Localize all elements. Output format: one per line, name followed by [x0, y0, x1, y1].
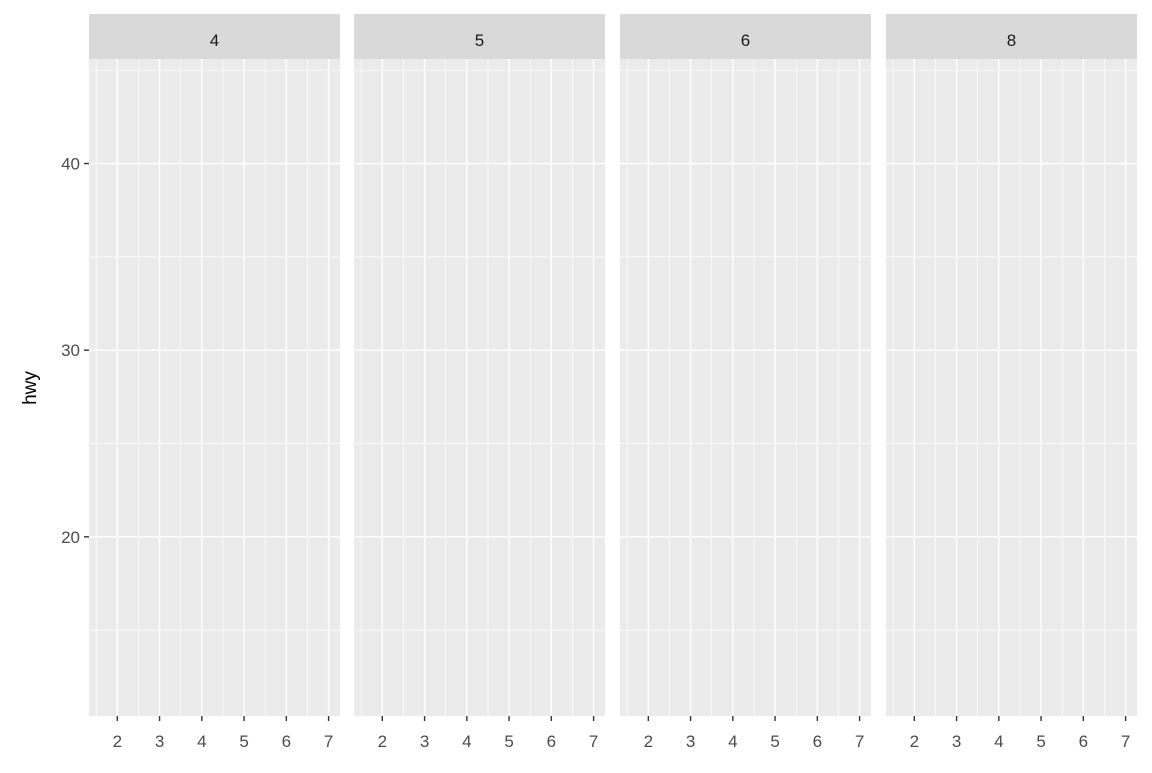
x-tick-label: 4 [728, 732, 737, 751]
x-tick-label: 7 [589, 732, 598, 751]
x-tick-label: 6 [1079, 732, 1088, 751]
x-tick-label: 6 [282, 732, 291, 751]
x-tick-label: 2 [113, 732, 122, 751]
y-axis-label: hwy [20, 371, 41, 405]
x-tick-label: 7 [855, 732, 864, 751]
x-tick-label: 4 [994, 732, 1003, 751]
panel-background [354, 59, 605, 716]
facet-label: 6 [741, 31, 750, 50]
y-tick-label: 20 [61, 528, 80, 547]
panel-background [89, 59, 340, 716]
x-tick-label: 3 [686, 732, 695, 751]
x-tick-label: 2 [910, 732, 919, 751]
x-tick-label: 3 [952, 732, 961, 751]
facet-label: 8 [1007, 31, 1016, 50]
facet-strip [886, 14, 1137, 59]
x-tick-label: 4 [197, 732, 206, 751]
x-tick-label: 2 [378, 732, 387, 751]
facet-label: 5 [475, 31, 484, 50]
y-tick-label: 30 [61, 341, 80, 360]
x-tick-label: 2 [644, 732, 653, 751]
y-tick-label: 40 [61, 155, 80, 174]
panel-background [620, 59, 871, 716]
facet-strip [89, 14, 340, 59]
x-tick-label: 3 [155, 732, 164, 751]
x-tick-label: 6 [547, 732, 556, 751]
facet-strip [620, 14, 871, 59]
x-tick-label: 4 [462, 732, 471, 751]
facet-label: 4 [210, 31, 219, 50]
x-tick-label: 3 [420, 732, 429, 751]
x-tick-label: 5 [1036, 732, 1045, 751]
x-tick-label: 5 [239, 732, 248, 751]
x-tick-label: 5 [504, 732, 513, 751]
panel-background [886, 59, 1137, 716]
x-tick-label: 7 [1121, 732, 1130, 751]
x-tick-label: 5 [770, 732, 779, 751]
facet-strip [354, 14, 605, 59]
x-tick-label: 7 [324, 732, 333, 751]
x-tick-label: 6 [813, 732, 822, 751]
